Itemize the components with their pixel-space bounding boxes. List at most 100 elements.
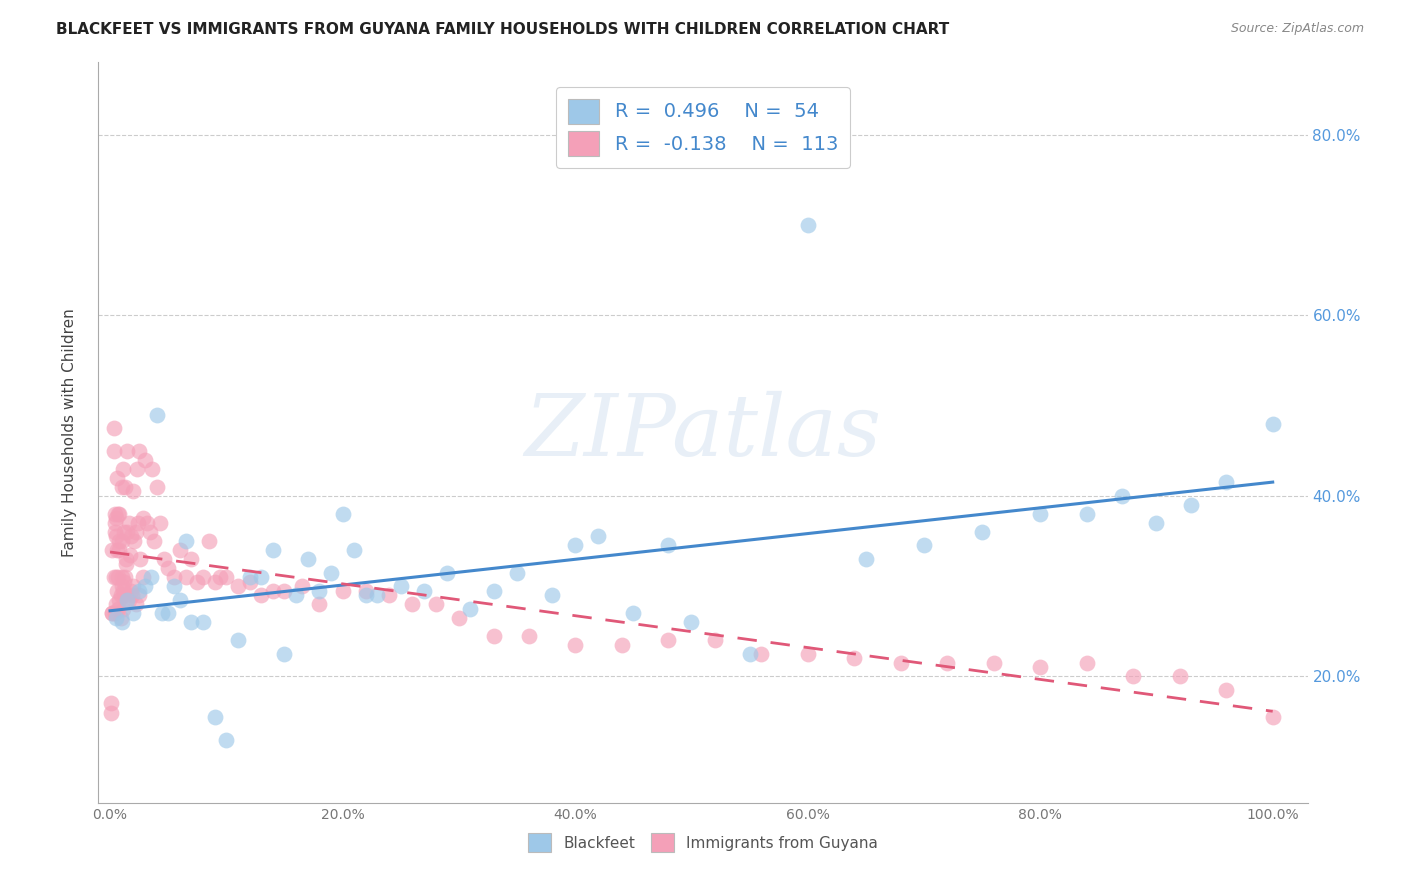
Point	[163, 579, 186, 593]
Point	[143, 533, 166, 548]
Point	[108, 543, 131, 558]
Point	[104, 511, 127, 525]
Point	[308, 597, 330, 611]
Point	[378, 588, 401, 602]
Point	[104, 606, 127, 620]
Point	[389, 579, 412, 593]
Point	[152, 552, 174, 566]
Point	[100, 697, 122, 711]
Point	[215, 570, 238, 584]
Point	[139, 570, 162, 584]
Point	[401, 597, 423, 611]
Point	[610, 638, 633, 652]
Point	[506, 566, 529, 580]
Point	[621, 606, 644, 620]
Point	[308, 583, 330, 598]
Point	[115, 557, 138, 571]
Point	[117, 592, 139, 607]
Point	[174, 570, 197, 584]
Point	[131, 570, 153, 584]
Point	[145, 408, 167, 422]
Point	[657, 539, 679, 553]
Point	[332, 507, 354, 521]
Point	[1261, 417, 1284, 431]
Point	[111, 615, 134, 630]
Point	[105, 583, 128, 598]
Point	[128, 588, 150, 602]
Point	[297, 552, 319, 566]
Point	[104, 597, 127, 611]
Point	[101, 606, 124, 620]
Point	[482, 629, 505, 643]
Point	[354, 588, 377, 602]
Point	[111, 579, 134, 593]
Point	[273, 583, 295, 598]
Point	[129, 552, 152, 566]
Point	[180, 615, 202, 630]
Point	[1076, 656, 1098, 670]
Point	[588, 529, 610, 543]
Point	[122, 484, 145, 499]
Point	[124, 533, 146, 548]
Point	[169, 592, 191, 607]
Point	[136, 516, 159, 530]
Point	[108, 533, 131, 548]
Point	[1180, 498, 1202, 512]
Point	[332, 583, 354, 598]
Point	[134, 452, 156, 467]
Point	[105, 543, 128, 558]
Point	[186, 574, 208, 589]
Legend: Blackfeet, Immigrants from Guyana: Blackfeet, Immigrants from Guyana	[522, 827, 884, 858]
Point	[141, 461, 163, 475]
Point	[564, 638, 586, 652]
Point	[118, 592, 141, 607]
Point	[204, 574, 226, 589]
Point	[103, 570, 125, 584]
Point	[103, 443, 125, 458]
Point	[262, 583, 284, 598]
Point	[738, 647, 761, 661]
Point	[150, 606, 173, 620]
Point	[1168, 669, 1191, 683]
Point	[121, 588, 143, 602]
Point	[114, 480, 136, 494]
Point	[1111, 489, 1133, 503]
Point	[111, 461, 134, 475]
Point	[118, 516, 141, 530]
Point	[796, 647, 818, 661]
Point	[163, 570, 186, 584]
Point	[112, 588, 135, 602]
Point	[108, 592, 131, 607]
Point	[169, 543, 191, 558]
Point	[1122, 669, 1144, 683]
Point	[1261, 710, 1284, 724]
Point	[125, 461, 148, 475]
Point	[239, 574, 262, 589]
Point	[104, 529, 127, 543]
Point	[425, 597, 447, 611]
Point	[120, 583, 142, 598]
Point	[855, 552, 877, 566]
Point	[564, 539, 586, 553]
Point	[111, 583, 134, 598]
Point	[180, 552, 202, 566]
Point	[198, 533, 221, 548]
Point	[517, 629, 540, 643]
Point	[209, 570, 232, 584]
Point	[844, 651, 866, 665]
Point	[191, 615, 214, 630]
Point	[191, 570, 214, 584]
Point	[1076, 507, 1098, 521]
Point	[111, 570, 134, 584]
Point	[250, 570, 273, 584]
Text: BLACKFEET VS IMMIGRANTS FROM GUYANA FAMILY HOUSEHOLDS WITH CHILDREN CORRELATION : BLACKFEET VS IMMIGRANTS FROM GUYANA FAMI…	[56, 22, 949, 37]
Point	[104, 610, 127, 624]
Point	[117, 443, 139, 458]
Point	[101, 606, 124, 620]
Point	[1215, 475, 1237, 490]
Point	[104, 524, 127, 539]
Point	[114, 570, 136, 584]
Point	[273, 647, 295, 661]
Point	[117, 524, 139, 539]
Point	[540, 588, 562, 602]
